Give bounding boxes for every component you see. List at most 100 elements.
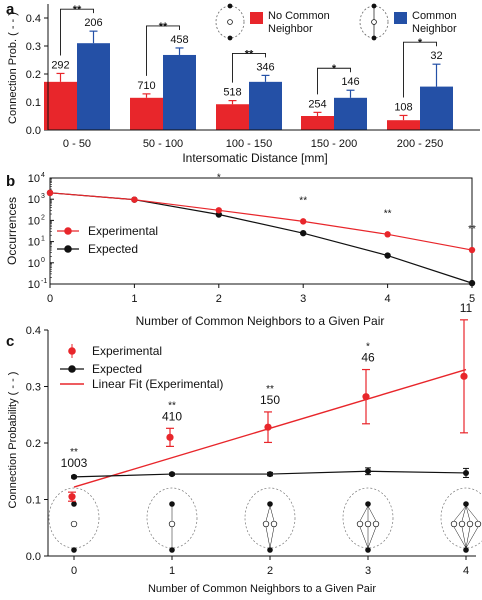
panel-a-x-tick-label: 50 - 100 [143,138,183,150]
legend-label-linear-fit: Linear Fit (Experimental) [92,377,223,391]
expected-point [468,279,476,287]
legend-swatch-no-common-neighbor [250,12,263,24]
expected-point [384,252,391,259]
panel-c-letter: c [6,333,14,350]
legend-label-no-common-neighbor-1: No Common [268,10,330,22]
experimental-point [131,196,138,203]
significance-marker: * [418,37,423,49]
panel-c-legend: Experimental Expected Linear Fit (Experi… [60,344,223,391]
motif-edge [465,505,479,522]
experimental-point [166,433,174,441]
motif-pair-neuron [169,501,175,507]
sample-count-label: 410 [162,409,182,423]
motif-edge [453,505,467,522]
sample-count-label: 46 [361,351,375,365]
panel-b-y-tick-label: 10 [28,194,40,206]
panel-c-y-tick-label: 0.3 [26,382,41,394]
experimental-point [384,231,391,238]
motif-pair-neuron [365,547,371,553]
panel-a-letter: a [6,1,15,18]
significance-marker: ** [245,48,254,60]
panel-b-y-axis-label: Occurrences [5,197,19,265]
panel-b-y-tick-exponent: -1 [41,278,47,285]
significance-marker: ** [168,400,176,411]
panel-c: c 0.00.10.20.30.40 1 2 3 4 1003**410** 150**4… [6,301,482,595]
experimental-point [68,493,76,501]
panel-b-y-tick-exponent: 1 [41,236,45,243]
expected-point [463,469,469,476]
motif-edge [465,526,479,549]
motif-edge [465,505,471,522]
legend-marker-expected [64,245,72,253]
panel-b-y-tick-exponent: 2 [41,214,45,221]
motif-edge [269,505,275,522]
panel-c-y-axis-label: Connection Probability ( - - ) [7,372,19,509]
motif-pair-neuron [365,501,371,507]
panel-c-x-tick-label: 4 [463,565,469,577]
bar-count-label: 710 [137,80,155,92]
expected-point [169,471,175,478]
motif-dashed-ring [440,487,482,549]
panel-c-y-tick-label: 0.1 [26,495,41,507]
bar-count-label: 254 [308,98,326,110]
experimental-point [215,207,222,214]
experimental-point [362,393,370,401]
panel-a-y-tick-label: 0.4 [26,13,41,25]
significance-bracket [60,8,94,56]
panel-c-motif-diagrams [48,487,482,553]
panel-b-x-tick-label: 4 [385,293,391,305]
panel-a-y-axis: 0.0 0.1 0.2 0.3 0.4 [26,13,48,137]
panel-a-x-tick-label: 150 - 200 [311,138,357,150]
significance-marker: ** [384,208,392,219]
motif-pair-neuron [71,547,77,553]
motif-pair-neuron [267,547,273,553]
expected-point [267,471,273,478]
panel-a-y-tick-label: 0.2 [26,69,41,81]
motif-edge [367,505,377,522]
bar-common-neighbor [77,43,110,131]
bar-count-label: 458 [170,34,188,46]
bar-no-common-neighbor [301,116,334,130]
panel-b-y-tick-exponent: 4 [41,172,45,179]
panel-a-x-tick-label: 100 - 150 [226,138,272,150]
panel-a-y-tick-label: 0.1 [26,97,41,109]
motif-edge [265,505,271,522]
panel-b-y-tick-label: 10 [28,173,40,185]
significance-marker: * [366,342,370,353]
motif-common-neighbor [458,520,466,528]
panel-c-axes: 0.0 0.1 0.2 0.3 0.4 0 1 2 3 4 [26,325,469,577]
bar-common-neighbor [334,97,367,130]
motif-common-neighbor [474,520,482,528]
panel-b-y-tick-exponent: 3 [41,193,45,200]
motif-dashed-ring [146,487,198,549]
panel-b-series: ******* [46,172,476,287]
panel-b-y-tick-exponent: 0 [41,257,45,264]
panel-a-y-tick-label: 0.0 [26,125,41,137]
panel-a-legend: No Common Neighbor Common Neighbor [215,3,457,41]
panel-c-x-tick-label: 0 [71,565,77,577]
significance-marker: ** [73,4,82,16]
legend-label-expected-c: Expected [92,362,142,376]
motif-edge [453,526,467,549]
panel-b-x-tick-label: 0 [47,293,53,305]
panel-c-y-tick-label: 0.2 [26,438,41,450]
panel-b-y-tick-label: 10 [28,215,40,227]
sample-count-label: 1003 [61,456,88,470]
sample-count-label: 150 [260,393,280,407]
panel-b-legend: Experimental Expected [57,224,158,256]
legend-label-expected: Expected [88,242,138,256]
experimental-point [264,423,272,431]
experimental-line [49,192,473,251]
panel-c-x-tick-label: 1 [169,565,175,577]
motif-edge [359,505,369,522]
motif-edge [367,526,377,549]
motif-common-neighbor [262,520,270,528]
panel-b-letter: b [6,173,15,190]
panel-b-x-tick-label: 5 [469,293,475,305]
motif-common-neighbor [466,520,474,528]
bar-count-label: 346 [256,61,274,73]
panel-b-x-tick-label: 3 [300,293,306,305]
bar-count-label: 146 [341,76,359,88]
